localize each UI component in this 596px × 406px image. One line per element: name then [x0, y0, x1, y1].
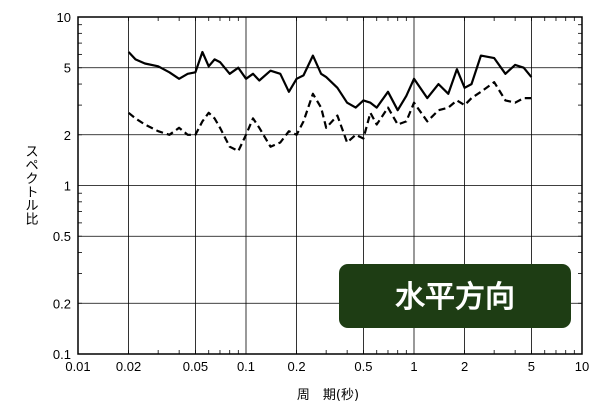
- y-tick-labels: 0.1 0.2 0.5 1 2 5 10: [53, 10, 71, 362]
- y-tick-label: 0.5: [53, 229, 71, 244]
- direction-badge: 水平方向: [339, 264, 571, 328]
- x-tick-label: 10: [575, 359, 589, 374]
- y-tick-label: 2: [64, 128, 71, 143]
- dashed-series-line: [127, 81, 532, 153]
- x-tick-labels: 0.01 0.02 0.05 0.1 0.2 0.5 1 2 5 10: [65, 359, 589, 374]
- x-tick-label: 2: [461, 359, 468, 374]
- x-tick-label: 0.5: [354, 359, 372, 374]
- y-tick-label: 10: [57, 10, 71, 25]
- x-tick-label: 0.2: [288, 359, 306, 374]
- x-tick-label: 1: [410, 359, 417, 374]
- x-axis-title: 周 期(秒): [297, 388, 359, 403]
- x-tick-label: 0.02: [116, 359, 141, 374]
- y-tick-label: 5: [64, 61, 71, 76]
- y-tick-label: 1: [64, 179, 71, 194]
- x-tick-label: 5: [528, 359, 535, 374]
- solid-series-line: [127, 50, 533, 112]
- direction-badge-label: 水平方向: [395, 280, 515, 315]
- y-tick-label: 0.1: [53, 347, 71, 362]
- x-tick-label: 0.1: [237, 359, 255, 374]
- x-tick-label: 0.01: [65, 359, 90, 374]
- plot-frame: [77, 16, 583, 355]
- direction-badge-box: [339, 264, 571, 328]
- x-tick-label: 0.05: [183, 359, 208, 374]
- series-lines: [127, 50, 533, 153]
- y-axis-title: スペクトル比: [25, 145, 38, 228]
- y-tick-label: 0.2: [53, 296, 71, 311]
